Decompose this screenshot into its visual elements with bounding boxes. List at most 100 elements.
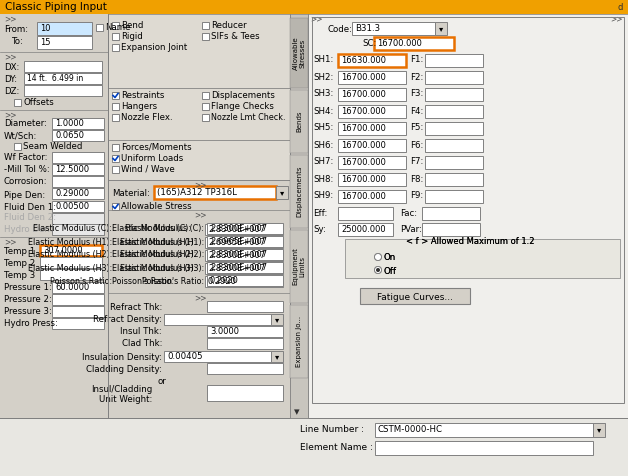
- Text: Elastic Modulus (C):: Elastic Modulus (C):: [112, 225, 191, 234]
- Text: F1:: F1:: [410, 56, 423, 65]
- Text: 16700.000: 16700.000: [341, 90, 386, 99]
- Circle shape: [374, 267, 381, 274]
- Text: 15: 15: [40, 38, 50, 47]
- Bar: [207, 275, 283, 286]
- Circle shape: [374, 267, 381, 274]
- Text: 16700.000: 16700.000: [341, 158, 386, 167]
- Text: Flange Checks: Flange Checks: [211, 102, 274, 111]
- Bar: [425, 156, 483, 169]
- Bar: [112, 33, 119, 40]
- Text: Displacements: Displacements: [296, 166, 302, 217]
- Bar: [207, 385, 283, 401]
- Bar: [352, 22, 435, 35]
- Text: Insulation Density:: Insulation Density:: [82, 353, 162, 361]
- Text: Elastic Modulus (H3):: Elastic Modulus (H3):: [120, 264, 204, 272]
- Text: Equipment
Limits: Equipment Limits: [293, 248, 305, 286]
- Bar: [52, 176, 104, 187]
- Text: Elastic Modulus (H3):: Elastic Modulus (H3):: [112, 264, 196, 272]
- Text: >>: >>: [4, 110, 16, 119]
- Text: ▾: ▾: [275, 352, 279, 361]
- Text: ▾: ▾: [280, 188, 284, 197]
- Bar: [0, 0, 628, 14]
- Bar: [205, 224, 283, 235]
- Text: Expansion Jo...: Expansion Jo...: [296, 316, 302, 367]
- Bar: [207, 338, 283, 349]
- Text: 1.0000: 1.0000: [55, 119, 84, 128]
- Text: 16700.000: 16700.000: [341, 73, 386, 82]
- Bar: [52, 164, 104, 175]
- Text: 2.8300E+007: 2.8300E+007: [210, 224, 267, 233]
- Bar: [112, 166, 119, 173]
- Text: F3:: F3:: [410, 89, 423, 99]
- Text: 16700.000: 16700.000: [341, 192, 386, 201]
- Text: Fac:: Fac:: [400, 208, 417, 218]
- Text: Elastic Modulus (H1):: Elastic Modulus (H1):: [120, 238, 204, 247]
- Text: >>: >>: [194, 294, 207, 303]
- Text: F5:: F5:: [410, 123, 423, 132]
- Bar: [290, 14, 308, 418]
- Text: Sy:: Sy:: [313, 225, 326, 234]
- Bar: [425, 105, 483, 118]
- Bar: [112, 22, 119, 29]
- Text: 0.29000: 0.29000: [55, 189, 89, 198]
- Text: SH2:: SH2:: [313, 72, 333, 81]
- Bar: [425, 54, 483, 67]
- Text: Offsets: Offsets: [23, 98, 54, 107]
- Bar: [164, 351, 271, 362]
- Text: ▾: ▾: [275, 315, 279, 324]
- Text: Elastic Modulus (H2):: Elastic Modulus (H2):: [119, 250, 204, 259]
- Bar: [207, 249, 283, 260]
- Bar: [290, 18, 308, 88]
- Text: Pressure 1:: Pressure 1:: [4, 284, 52, 292]
- Bar: [112, 103, 119, 110]
- Text: Elastic Modulus (C):: Elastic Modulus (C):: [125, 225, 204, 234]
- Text: Elastic Modulus (H1):: Elastic Modulus (H1):: [28, 238, 112, 247]
- Text: Fluid Den 2:: Fluid Den 2:: [4, 214, 56, 222]
- Bar: [14, 143, 21, 150]
- Bar: [338, 139, 406, 152]
- Bar: [108, 14, 290, 88]
- Text: Hydro Press:: Hydro Press:: [4, 319, 58, 328]
- Bar: [338, 190, 406, 203]
- Bar: [422, 207, 480, 220]
- Text: Pressure 3:: Pressure 3:: [4, 307, 52, 317]
- Text: CSTM-0000-HC: CSTM-0000-HC: [378, 426, 443, 435]
- Text: Rigid: Rigid: [121, 32, 143, 41]
- Text: Expansion Joint: Expansion Joint: [121, 43, 187, 52]
- Text: 2.8300E+007: 2.8300E+007: [210, 263, 267, 272]
- Text: Reducer: Reducer: [211, 21, 247, 30]
- Text: On: On: [384, 254, 396, 262]
- Bar: [202, 33, 209, 40]
- Bar: [40, 245, 102, 256]
- Bar: [425, 173, 483, 186]
- Bar: [164, 314, 271, 325]
- Text: Temp 2: Temp 2: [4, 258, 35, 268]
- Bar: [52, 318, 104, 329]
- Text: SH1:: SH1:: [313, 56, 333, 65]
- Bar: [96, 24, 103, 31]
- Bar: [40, 257, 102, 268]
- Bar: [207, 301, 283, 312]
- Text: Poisson's Ratio:: Poisson's Ratio:: [50, 277, 112, 286]
- Bar: [112, 92, 119, 99]
- Text: F6:: F6:: [410, 140, 423, 149]
- Text: Insul Thk:: Insul Thk:: [120, 327, 162, 337]
- Text: SH7:: SH7:: [313, 158, 333, 167]
- Text: 16630.000: 16630.000: [341, 56, 386, 65]
- Bar: [108, 140, 290, 180]
- Text: Elastic Modulus (C):: Elastic Modulus (C):: [33, 225, 112, 234]
- Bar: [205, 263, 283, 274]
- Text: ▾: ▾: [597, 426, 601, 435]
- Bar: [425, 139, 483, 152]
- Bar: [202, 103, 209, 110]
- Bar: [290, 305, 308, 378]
- Text: 0.0650: 0.0650: [55, 131, 84, 140]
- Text: 60.0000: 60.0000: [55, 283, 89, 292]
- Text: SH8:: SH8:: [313, 175, 333, 184]
- Bar: [338, 71, 406, 84]
- Bar: [271, 351, 283, 362]
- Text: Off: Off: [384, 267, 397, 276]
- Text: >>: >>: [610, 14, 622, 23]
- Bar: [52, 130, 104, 141]
- Bar: [52, 282, 104, 293]
